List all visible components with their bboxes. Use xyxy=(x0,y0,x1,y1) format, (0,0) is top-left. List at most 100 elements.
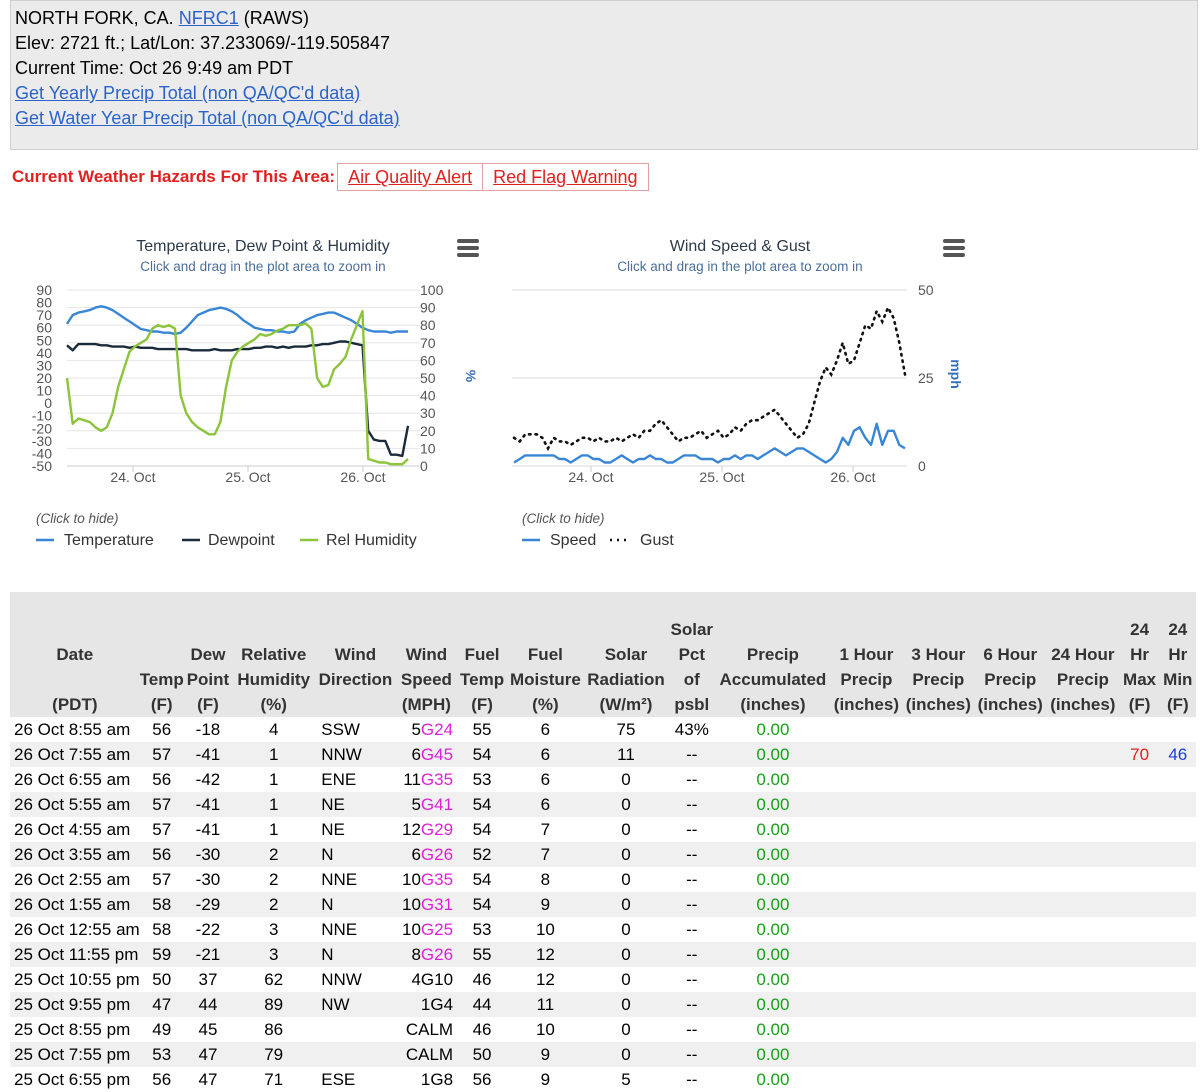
column-header: 24 Hr Min (F) xyxy=(1159,592,1196,717)
cell-wind: 10G31 xyxy=(395,892,458,917)
cell-fmoist: 10 xyxy=(535,920,555,939)
cell-dir: SSW xyxy=(321,720,360,739)
temperature-line xyxy=(65,305,408,336)
column-header: Solar Pct of psbl xyxy=(668,592,716,717)
cell-fmoist: 7 xyxy=(507,842,584,867)
cell-min xyxy=(1159,792,1196,817)
cell-min xyxy=(1159,992,1196,1017)
column-header: Wind Speed (MPH) xyxy=(395,592,458,717)
cell-fmoist: 6 xyxy=(540,720,551,739)
cell-wind: 10G35 xyxy=(402,870,454,889)
temperature-chart[interactable]: Temperature, Dew Point & Humidity Click … xyxy=(10,218,500,558)
column-header: Dew Point (F) xyxy=(183,592,233,717)
right-tick-label: 0 xyxy=(420,458,428,474)
table-row: 25 Oct 8:55 pm 49 45 86 CALM 46 10 0 -- 0.00 xyxy=(10,1017,1196,1042)
cell-date: 25 Oct 6:55 pm xyxy=(14,1070,131,1089)
cell-max xyxy=(1120,767,1160,792)
legend-humidity[interactable]: Rel Humidity xyxy=(300,532,417,549)
legend-temperature[interactable]: Temperature xyxy=(36,532,154,549)
cell-temp: 57 xyxy=(152,870,172,889)
cell-ftemp: 56 xyxy=(472,1070,492,1089)
cell-wind: 1G4 xyxy=(395,992,458,1017)
cell-date: 26 Oct 5:55 am xyxy=(10,792,140,817)
wind-chart-svg[interactable]: Wind Speed & Gust Click and drag in the … xyxy=(500,218,990,558)
cell-date: 25 Oct 7:55 pm xyxy=(10,1042,140,1067)
station-id-link[interactable]: NFRC1 xyxy=(178,8,239,28)
cell-date: 26 Oct 6:55 am xyxy=(14,770,131,789)
cell-h3 xyxy=(902,742,975,767)
cell-pct: 43% xyxy=(674,720,709,739)
cell-pct: -- xyxy=(668,942,716,967)
cell-fmoist: 12 xyxy=(535,970,555,989)
temperature-chart-svg[interactable]: Temperature, Dew Point & Humidity Click … xyxy=(10,218,500,558)
cell-rh: 1 xyxy=(268,770,279,789)
right-tick-label: 50 xyxy=(918,282,934,298)
left-tick-label: -10 xyxy=(32,408,52,424)
cell-h1 xyxy=(830,717,902,742)
cell-h24 xyxy=(1046,1017,1119,1042)
cell-ftemp: 44 xyxy=(457,992,508,1017)
cell-min xyxy=(1160,1067,1196,1092)
cell-h3 xyxy=(902,817,974,842)
cell-h6 xyxy=(974,892,1047,917)
table-row: 26 Oct 5:55 am 57 -41 1 NE 5G41 54 6 0 -- 0.00 xyxy=(10,792,1196,817)
cell-h3 xyxy=(902,1042,975,1067)
cell-solar: 5 xyxy=(621,1070,631,1089)
legend-dewpoint[interactable]: Dewpoint xyxy=(182,532,275,549)
mph-axis-label: mph xyxy=(948,359,964,389)
right-tick-label: 50 xyxy=(420,370,436,386)
cell-h24 xyxy=(1046,967,1119,992)
right-tick-label: 40 xyxy=(420,388,436,404)
cell-solar: 11 xyxy=(583,742,669,767)
cell-dew: 47 xyxy=(183,1042,233,1067)
hazards-label: Current Weather Hazards For This Area: xyxy=(12,167,336,186)
cell-ftemp: 53 xyxy=(472,920,492,939)
left-tick-label: 10 xyxy=(36,383,52,399)
cell-precip: 0.00 xyxy=(756,720,790,739)
cell-rh: 3 xyxy=(268,920,279,939)
hazard-air-quality-link[interactable]: Air Quality Alert xyxy=(337,163,484,191)
cell-rh: 1 xyxy=(268,820,279,839)
right-tick-label: 20 xyxy=(420,423,436,439)
chart-menu-icon[interactable] xyxy=(943,239,965,257)
cell-date: 25 Oct 11:55 pm xyxy=(10,942,140,967)
cell-h24 xyxy=(1046,817,1119,842)
cell-wind: 5G41 xyxy=(395,792,458,817)
yearly-precip-link[interactable]: Get Yearly Precip Total (non QA/QC'd dat… xyxy=(15,83,361,103)
cell-max xyxy=(1120,817,1160,842)
cell-temp: 56 xyxy=(152,770,172,789)
cell-pct: -- xyxy=(686,820,698,839)
water-year-precip-link[interactable]: Get Water Year Precip Total (non QA/QC'd… xyxy=(15,108,400,128)
cell-h1 xyxy=(830,917,902,942)
cell-solar: 0 xyxy=(583,942,669,967)
cell-precip: 0.00 xyxy=(756,970,790,989)
cell-solar: 0 xyxy=(621,1020,631,1039)
cell-solar: 0 xyxy=(621,820,631,839)
table-row: 25 Oct 7:55 pm 53 47 79 CALM 50 9 0 -- 0.00 xyxy=(10,1042,1196,1067)
cell-h24 xyxy=(1046,942,1120,967)
cell-precip: 0.00 xyxy=(715,792,831,817)
right-tick-label: 60 xyxy=(420,352,436,368)
hazard-red-flag-link[interactable]: Red Flag Warning xyxy=(483,163,649,191)
cell-h6 xyxy=(974,917,1046,942)
left-tick-label: 90 xyxy=(36,282,52,298)
cell-rh: 79 xyxy=(232,1042,316,1067)
cell-dew: 37 xyxy=(198,970,218,989)
legend-gust[interactable]: Gust xyxy=(610,532,674,549)
cell-h1 xyxy=(830,992,903,1017)
cell-precip: 0.00 xyxy=(715,992,831,1017)
chart-menu-icon[interactable] xyxy=(457,239,479,257)
wind-chart[interactable]: Wind Speed & Gust Click and drag in the … xyxy=(500,218,990,558)
cell-wind: 12G29 xyxy=(402,820,454,839)
x-tick-label: 24. Oct xyxy=(110,469,155,485)
cell-temp: 50 xyxy=(152,970,172,989)
x-tick-label: 26. Oct xyxy=(340,469,385,485)
column-header: 24 Hr Max (F) xyxy=(1119,592,1160,717)
gust-value: G24 xyxy=(420,720,454,739)
cell-h24 xyxy=(1046,742,1120,767)
legend-speed[interactable]: Speed xyxy=(522,532,596,549)
cell-ftemp: 46 xyxy=(472,970,492,989)
chart-subtitle: Click and drag in the plot area to zoom … xyxy=(140,259,385,274)
cell-h6 xyxy=(974,767,1046,792)
table-row: 25 Oct 10:55 pm 50 37 62 NNW 4G10 46 12 0 -- 0.00 xyxy=(10,967,1196,992)
